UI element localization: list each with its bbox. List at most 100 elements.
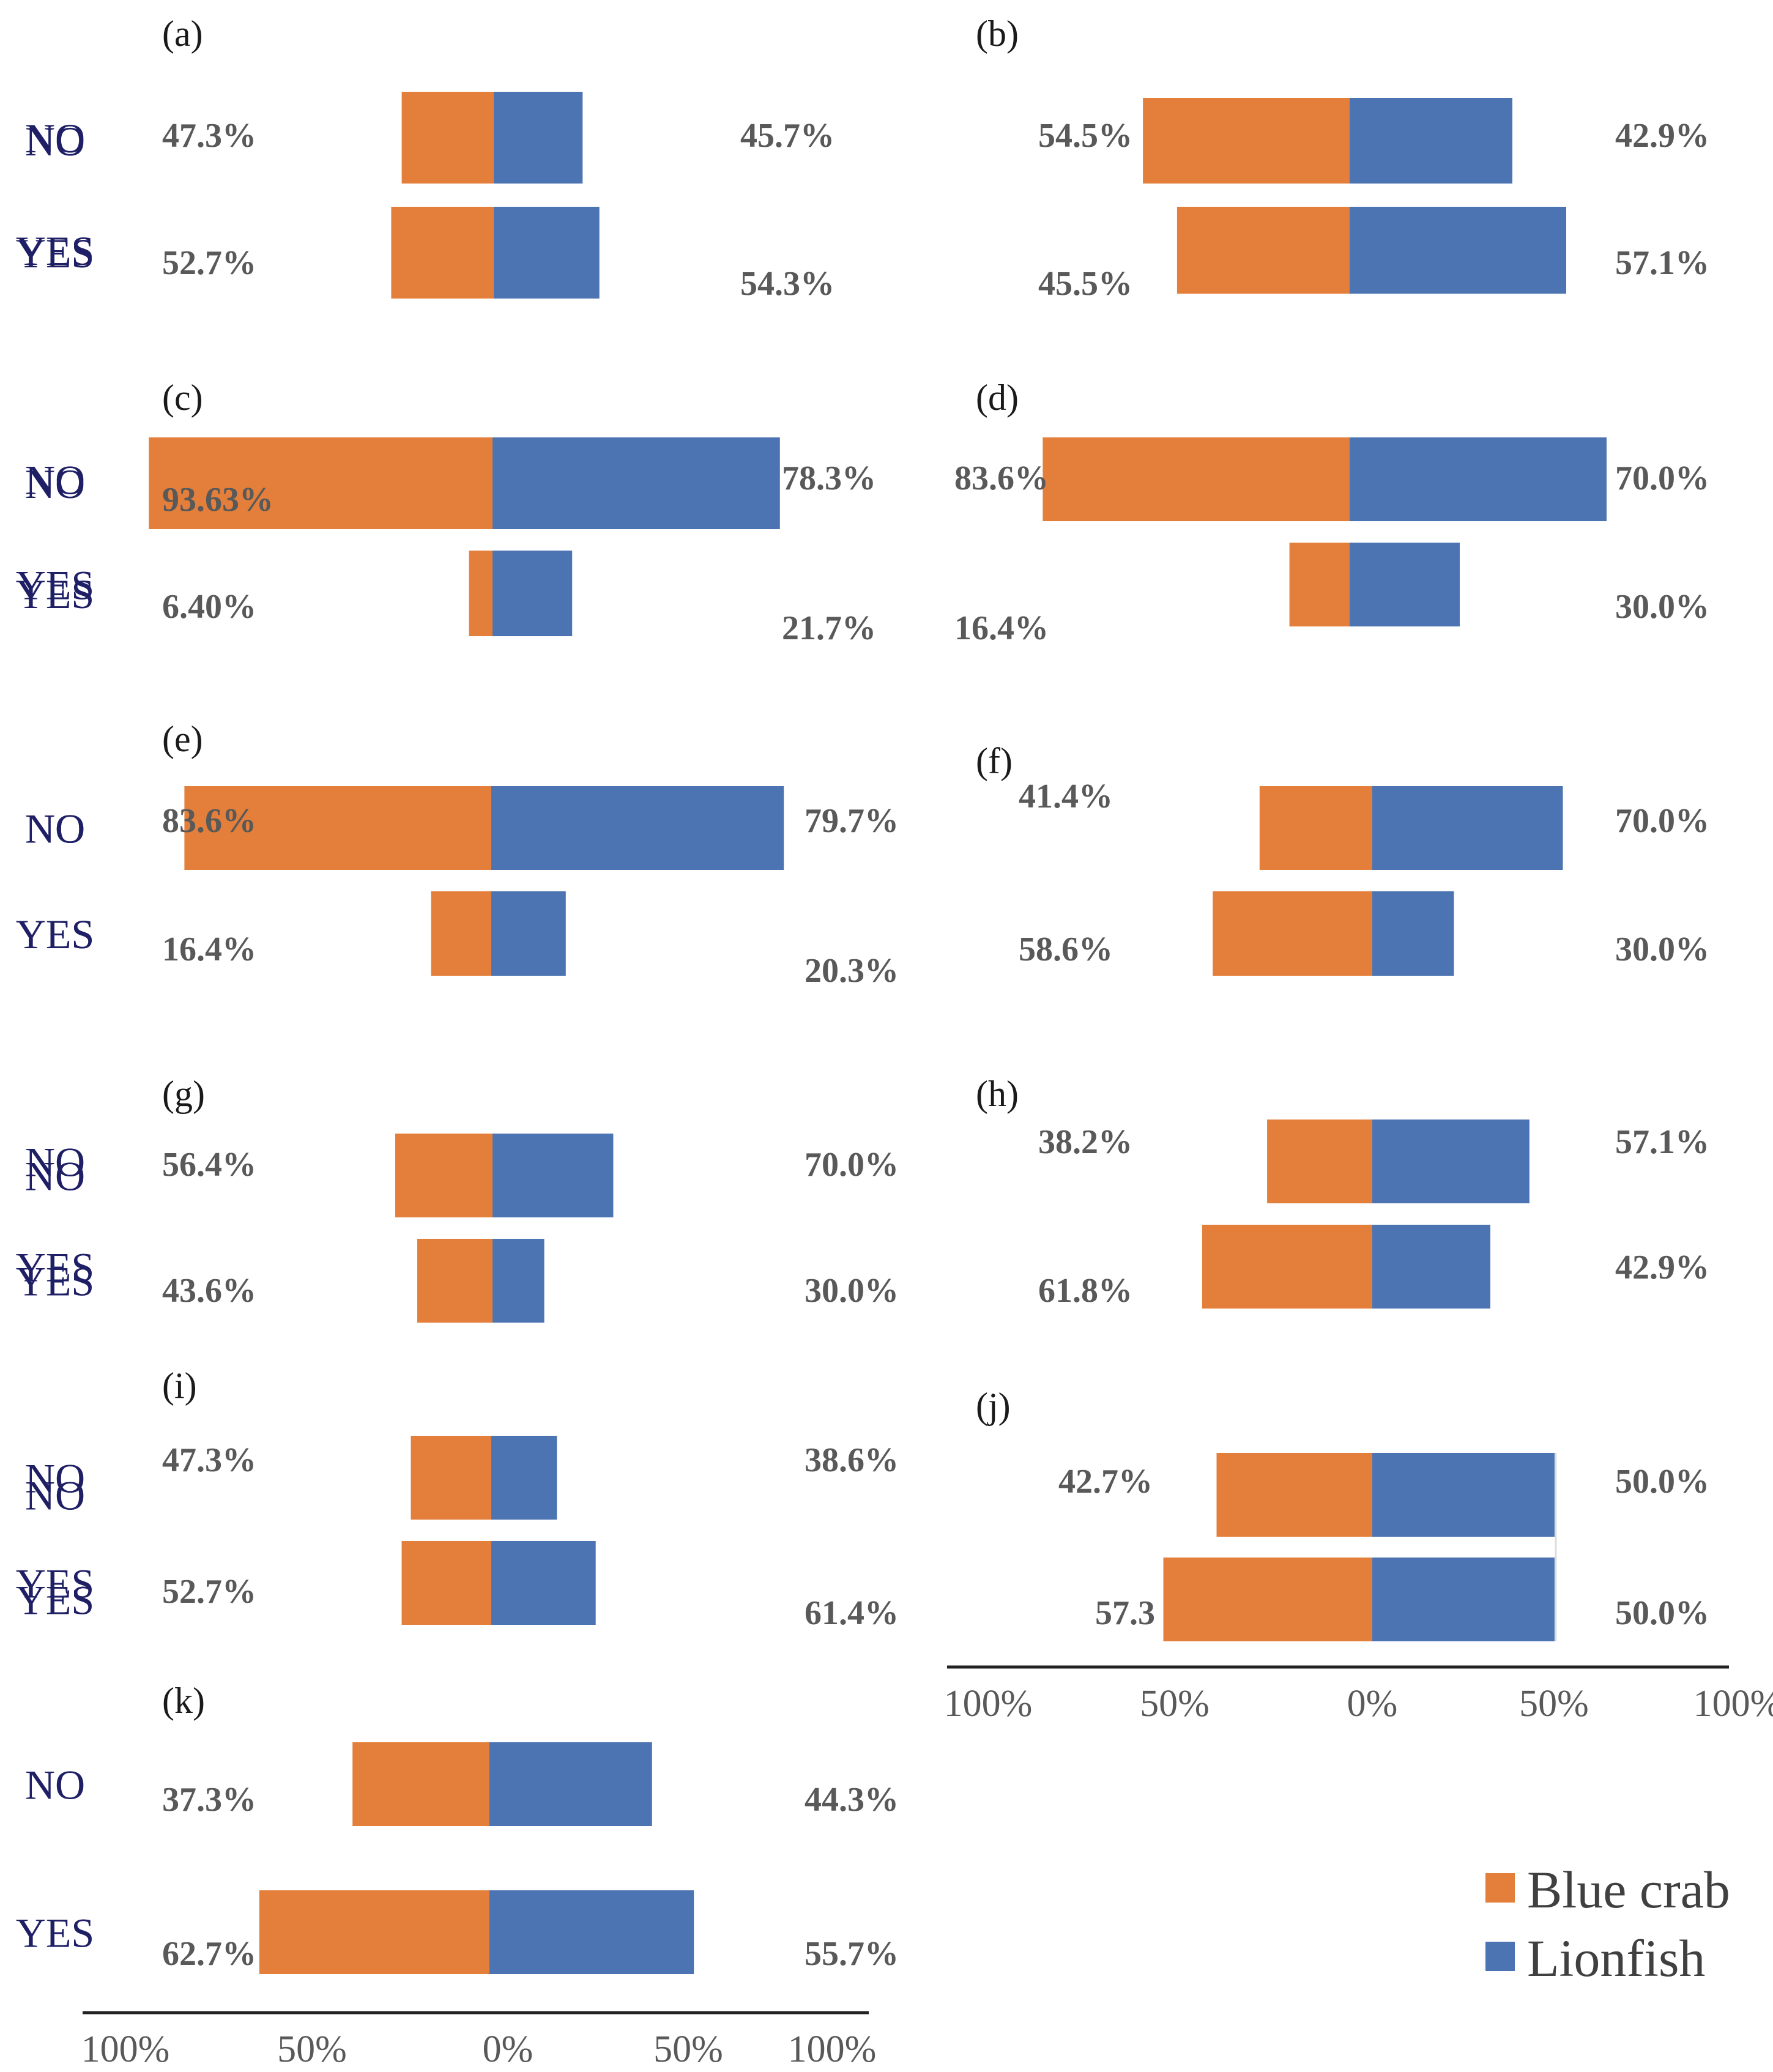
blue-crab-bar — [1267, 1120, 1372, 1203]
category-label: YES — [16, 1577, 94, 1624]
blue-crab-bar — [1289, 543, 1350, 626]
lionfish-value-label: 55.7% — [805, 1935, 899, 1973]
panel-label: (k) — [162, 1680, 205, 1721]
category-label: YES — [16, 1561, 94, 1607]
lionfish-bar — [491, 891, 566, 976]
blue-crab-bar — [149, 437, 492, 529]
blue-crab-value-label: 16.4% — [954, 609, 1049, 647]
category-label: NO — [25, 806, 85, 852]
blue-crab-bar — [184, 786, 491, 870]
panel-label: (d) — [976, 377, 1019, 418]
lionfish-value-label: 30.0% — [805, 1272, 899, 1310]
blue-crab-value-label: 52.7% — [162, 1573, 256, 1611]
blue-crab-bar — [1143, 98, 1350, 184]
category-label: NO — [25, 806, 85, 852]
blue-crab-value-label: 6.40% — [162, 588, 256, 626]
lionfish-value-label: 61.4% — [805, 1594, 899, 1632]
blue-crab-bar — [401, 1541, 491, 1625]
category-label: NO — [25, 118, 85, 165]
x-axis-tick-label: 100% — [81, 2029, 170, 2070]
blue-crab-bar — [1216, 1453, 1372, 1537]
x-axis-tick-label: 50% — [653, 2029, 723, 2070]
lionfish-value-label: 42.9% — [1615, 1249, 1709, 1287]
blue-crab-bar — [1202, 1225, 1372, 1309]
lionfish-value-label: 42.9% — [1615, 117, 1709, 155]
lionfish-bar — [1372, 1558, 1555, 1641]
lionfish-bar — [489, 1890, 694, 1974]
category-label: NO — [25, 461, 85, 507]
category-label: YES — [16, 571, 94, 617]
x-axis-tick-label: 50% — [277, 2029, 347, 2070]
blue-crab-value-label: 42.7% — [1058, 1463, 1153, 1501]
blue-crab-bar — [259, 1890, 489, 1974]
category-label: NO — [25, 1153, 85, 1200]
blue-crab-bar — [401, 92, 494, 184]
category-label: YES — [16, 911, 94, 957]
lionfish-bar — [1372, 1225, 1490, 1309]
lionfish-bar — [492, 1134, 614, 1217]
lionfish-value-label: 44.3% — [805, 1781, 899, 1819]
blue-crab-value-label: 83.6% — [954, 459, 1049, 497]
x-axis-tick-label: 0% — [483, 2029, 533, 2070]
panel-label: (a) — [162, 13, 203, 54]
panel-label: (f) — [976, 741, 1013, 781]
lionfish-bar — [492, 551, 573, 636]
blue-crab-bar — [1213, 891, 1372, 976]
panel-label: (j) — [976, 1386, 1011, 1426]
lionfish-bar — [491, 1541, 596, 1625]
lionfish-value-label: 79.7% — [805, 802, 899, 840]
blue-crab-value-label: 83.6% — [162, 802, 256, 840]
blue-crab-bar — [395, 1134, 492, 1217]
lionfish-bar — [491, 786, 784, 870]
lionfish-bar — [1350, 543, 1460, 626]
category-label: NO — [25, 1762, 85, 1808]
lionfish-value-label: 54.3% — [740, 265, 834, 303]
category-label: NO — [25, 457, 85, 503]
blue-crab-value-label: 41.4% — [1019, 778, 1113, 815]
blue-crab-bar — [431, 891, 491, 976]
x-axis-tick-label: 50% — [1140, 1683, 1210, 1725]
blue-crab-value-label: 61.8% — [1038, 1272, 1132, 1310]
lionfish-value-label: 57.1% — [1615, 244, 1709, 282]
category-label: YES — [16, 228, 94, 274]
lionfish-value-label: 38.6% — [805, 1441, 899, 1479]
lionfish-bar — [1372, 1453, 1555, 1537]
panel-label: (e) — [162, 719, 203, 759]
legend-label: Blue crab — [1527, 1860, 1730, 1919]
blue-crab-value-label: 93.63% — [162, 481, 273, 519]
panel-label: (b) — [976, 13, 1019, 54]
blue-crab-bar — [391, 207, 494, 299]
blue-crab-bar — [352, 1742, 489, 1826]
blue-crab-value-label: 54.5% — [1038, 117, 1132, 155]
x-axis-tick-label: 100% — [944, 1683, 1033, 1725]
lionfish-bar — [492, 1239, 545, 1323]
panel-label: (c) — [162, 377, 203, 418]
blue-crab-value-label: 62.7% — [162, 1935, 256, 1973]
category-label: YES — [16, 911, 94, 957]
blue-crab-value-label: 47.3% — [162, 117, 256, 155]
blue-crab-bar — [1176, 207, 1350, 294]
blue-crab-bar — [1043, 437, 1350, 521]
lionfish-bar — [489, 1742, 652, 1826]
lionfish-bar — [1372, 891, 1454, 976]
blue-crab-value-label: 47.3% — [162, 1441, 256, 1479]
lionfish-value-label: 78.3% — [782, 459, 876, 497]
category-label: YES — [16, 230, 94, 277]
category-label: YES — [16, 1910, 94, 1956]
lionfish-bar — [1372, 1120, 1530, 1203]
category-label: NO — [25, 1455, 85, 1502]
category-label: NO — [25, 1472, 85, 1519]
blue-crab-bar — [417, 1239, 492, 1323]
lionfish-value-label: 70.0% — [805, 1146, 899, 1184]
x-axis-tick-label: 0% — [1347, 1683, 1398, 1725]
blue-crab-bar — [1259, 786, 1372, 870]
lionfish-value-label: 20.3% — [805, 952, 899, 990]
lionfish-bar — [1350, 98, 1512, 184]
category-label: YES — [16, 1258, 94, 1305]
legend-swatch — [1485, 1942, 1515, 1971]
lionfish-bar — [494, 92, 583, 184]
blue-crab-bar — [469, 551, 492, 636]
blue-crab-value-label: 57.3 — [1095, 1594, 1155, 1632]
lionfish-bar — [1350, 207, 1566, 294]
